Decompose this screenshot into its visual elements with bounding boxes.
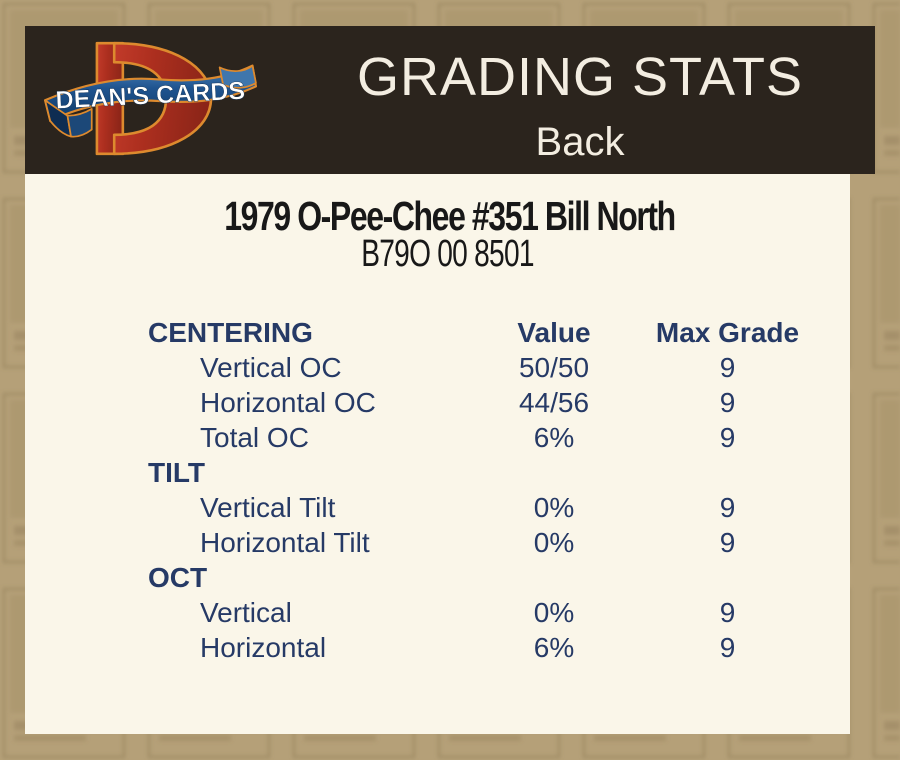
svg-text:DEAN'S CARDS: DEAN'S CARDS [55,77,246,115]
